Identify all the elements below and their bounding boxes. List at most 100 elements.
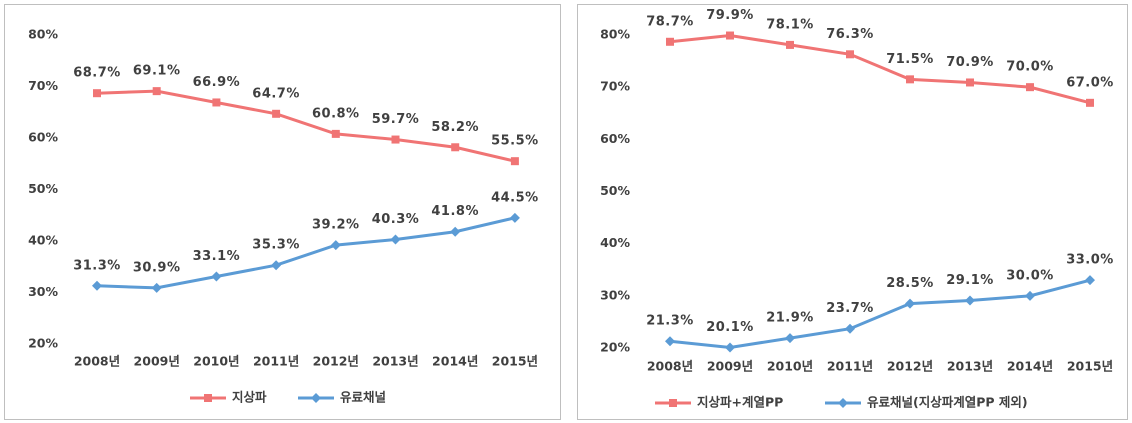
y-tick-label: 50%: [600, 183, 630, 198]
value-label: 78.7%: [646, 14, 694, 29]
marker: [846, 50, 854, 59]
legend-label: 지상파+계열PP: [697, 395, 783, 410]
value-label: 33.1%: [193, 249, 241, 264]
value-label: 66.9%: [193, 75, 241, 90]
marker: [726, 31, 734, 40]
y-tick-label: 80%: [28, 27, 58, 42]
marker: [785, 333, 795, 344]
y-tick-label: 40%: [600, 235, 630, 250]
marker: [271, 260, 282, 271]
value-label: 70.0%: [1006, 60, 1054, 75]
x-tick-label: 2014년: [1007, 359, 1053, 374]
marker: [212, 98, 221, 107]
value-label: 55.5%: [491, 134, 539, 149]
value-label: 35.3%: [252, 238, 300, 253]
y-tick-label: 20%: [28, 336, 58, 351]
marker: [666, 37, 674, 46]
value-label: 67.0%: [1066, 75, 1114, 90]
y-tick-label: 30%: [600, 287, 630, 302]
marker: [390, 234, 401, 245]
marker: [211, 271, 222, 282]
value-label: 58.2%: [431, 120, 479, 135]
marker: [450, 226, 461, 237]
value-label: 78.1%: [766, 17, 814, 32]
marker: [391, 135, 400, 144]
marker: [725, 342, 735, 353]
x-tick-label: 2010년: [193, 354, 239, 369]
legend-marker: [669, 399, 677, 407]
marker: [330, 240, 341, 251]
x-tick-label: 2012년: [313, 354, 359, 369]
x-tick-label: 2015년: [1067, 359, 1113, 374]
value-label: 28.5%: [886, 276, 934, 291]
y-tick-label: 40%: [28, 233, 58, 248]
x-tick-label: 2008년: [74, 354, 120, 369]
value-label: 69.1%: [133, 64, 181, 79]
x-tick-label: 2011년: [827, 359, 873, 374]
marker: [966, 78, 974, 87]
value-label: 21.3%: [646, 314, 694, 329]
y-tick-label: 60%: [28, 130, 58, 145]
legend-label: 지상파: [232, 390, 267, 405]
marker: [509, 212, 520, 223]
value-label: 70.9%: [946, 55, 994, 70]
value-label: 30.0%: [1006, 268, 1054, 283]
legend-marker: [838, 398, 848, 408]
x-tick-label: 2008년: [647, 359, 693, 374]
value-label: 40.3%: [372, 212, 420, 227]
value-label: 29.1%: [946, 273, 994, 288]
y-tick-label: 50%: [28, 181, 58, 196]
x-tick-label: 2013년: [947, 359, 993, 374]
x-tick-label: 2009년: [134, 354, 180, 369]
marker: [965, 295, 975, 306]
marker: [786, 40, 794, 49]
x-tick-label: 2013년: [372, 354, 418, 369]
x-tick-label: 2015년: [492, 354, 538, 369]
value-label: 23.7%: [826, 301, 874, 316]
series-line: [669, 34, 1091, 105]
y-tick-label: 80%: [600, 27, 630, 42]
y-tick-label: 60%: [600, 131, 630, 146]
marker: [905, 298, 915, 309]
x-tick-label: 2010년: [767, 359, 813, 374]
value-label: 71.5%: [886, 52, 934, 67]
y-tick-label: 70%: [600, 79, 630, 94]
value-label: 33.0%: [1066, 253, 1114, 268]
y-tick-label: 70%: [28, 78, 58, 93]
legend-marker: [204, 394, 212, 402]
value-label: 21.9%: [766, 311, 814, 326]
panel-border: [4, 4, 561, 420]
value-label: 39.2%: [312, 218, 360, 233]
marker: [510, 157, 519, 166]
marker: [665, 336, 675, 347]
marker: [272, 109, 281, 118]
marker: [906, 75, 914, 84]
value-label: 44.5%: [491, 190, 539, 205]
x-tick-label: 2014년: [432, 354, 478, 369]
marker: [151, 282, 162, 293]
marker: [1026, 83, 1034, 92]
y-tick-label: 20%: [600, 340, 630, 355]
value-label: 60.8%: [312, 106, 360, 121]
marker: [93, 89, 101, 98]
value-label: 30.9%: [133, 260, 181, 275]
value-label: 76.3%: [826, 27, 874, 42]
marker: [845, 323, 855, 334]
series-line: [669, 278, 1091, 349]
value-label: 79.9%: [706, 8, 754, 23]
value-label: 41.8%: [431, 204, 479, 219]
value-label: 59.7%: [372, 112, 420, 127]
marker: [1025, 290, 1035, 301]
marker: [92, 280, 102, 291]
legend-marker: [311, 393, 321, 403]
marker: [451, 143, 460, 152]
y-tick-label: 30%: [28, 284, 58, 299]
value-label: 64.7%: [252, 86, 300, 101]
panel-border: [577, 4, 1128, 420]
marker: [152, 87, 161, 96]
marker: [1086, 98, 1094, 107]
legend-label: 유료채널(지상파계열PP 제외): [867, 395, 1028, 410]
x-tick-label: 2009년: [707, 359, 753, 374]
